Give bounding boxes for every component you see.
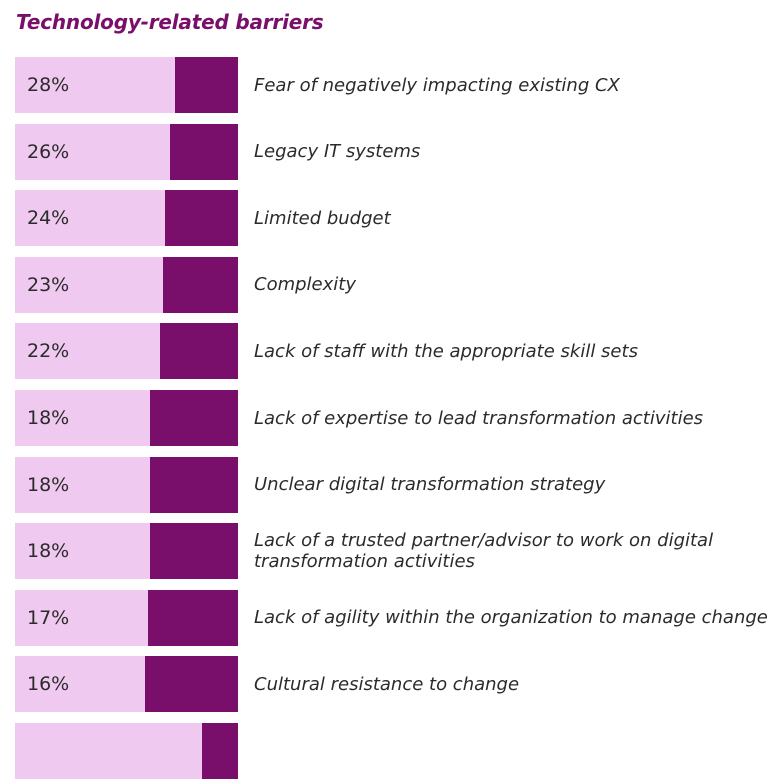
bar-row: 26% Legacy IT systems (15, 123, 755, 180)
bar-category-label: Limited budget (254, 207, 391, 229)
bar-value-label: 18% (27, 540, 70, 563)
bar-value-segment (162, 256, 238, 313)
bar-value-segment (175, 57, 238, 113)
bar-row (15, 723, 755, 779)
bar-value-segment (150, 456, 238, 513)
bar-row: 22% Lack of staff with the appropriate sk… (15, 323, 755, 380)
bar-row: 28% Fear of negatively impacting existing… (15, 57, 755, 113)
bar-value-segment (165, 190, 238, 247)
bar-row: 17% Lack of agility within the organizati… (15, 589, 768, 646)
bar-category-label: Fear of negatively impacting existing CX (254, 74, 620, 96)
bar-value-segment (145, 656, 238, 713)
bar-value-label: 28% (27, 74, 70, 96)
bar-chart: 28% Fear of negatively impacting existing… (15, 57, 768, 779)
bar-row: 18% Lack of expertise to lead transformat… (15, 390, 755, 446)
bar-value-segment (160, 323, 238, 380)
bar-category-label: Lack of agility within the organization … (254, 607, 768, 629)
bar-category-label (254, 723, 774, 779)
bar-value-label: 17% (27, 606, 70, 629)
bar-row: 18% Unclear digital transformation strate… (15, 456, 755, 513)
bar-category-label: Cultural resistance to change (254, 673, 520, 695)
bar-value-segment (150, 390, 238, 446)
chart-title: Technology-related barriers (16, 10, 324, 34)
bar-category-label: Unclear digital transformation strategy (254, 474, 606, 496)
bar-row: 18% Lack of a trusted partner/advisor to … (15, 523, 755, 580)
bar-value-segment (150, 523, 238, 580)
bar-value-label: 23% (27, 273, 70, 296)
bar-value-label: 22% (27, 340, 70, 363)
bar-row: 23% Complexity (15, 256, 755, 313)
bar-row: 24% Limited budget (15, 190, 755, 247)
bar-value-label: 24% (27, 207, 70, 230)
bar-category-label: Legacy IT systems (254, 141, 421, 163)
bar-category-label: Complexity (254, 274, 356, 296)
bar-value-label: 26% (27, 140, 70, 163)
bar-row: 16% Cultural resistance to change (15, 656, 755, 713)
bar-value-label: 18% (27, 473, 70, 496)
bar-category-label: Lack of expertise to lead transformation… (254, 407, 704, 429)
bar-value-label: 18% (27, 407, 70, 429)
bar-value-segment (170, 123, 238, 180)
bar-category-label: Lack of a trusted partner/advisor to wor… (254, 530, 714, 573)
bar-value-label: 16% (27, 673, 70, 696)
bar-category-label: Lack of staff with the appropriate skill… (254, 340, 638, 362)
bar-value-segment (202, 723, 238, 779)
bar-value-segment (147, 589, 238, 646)
